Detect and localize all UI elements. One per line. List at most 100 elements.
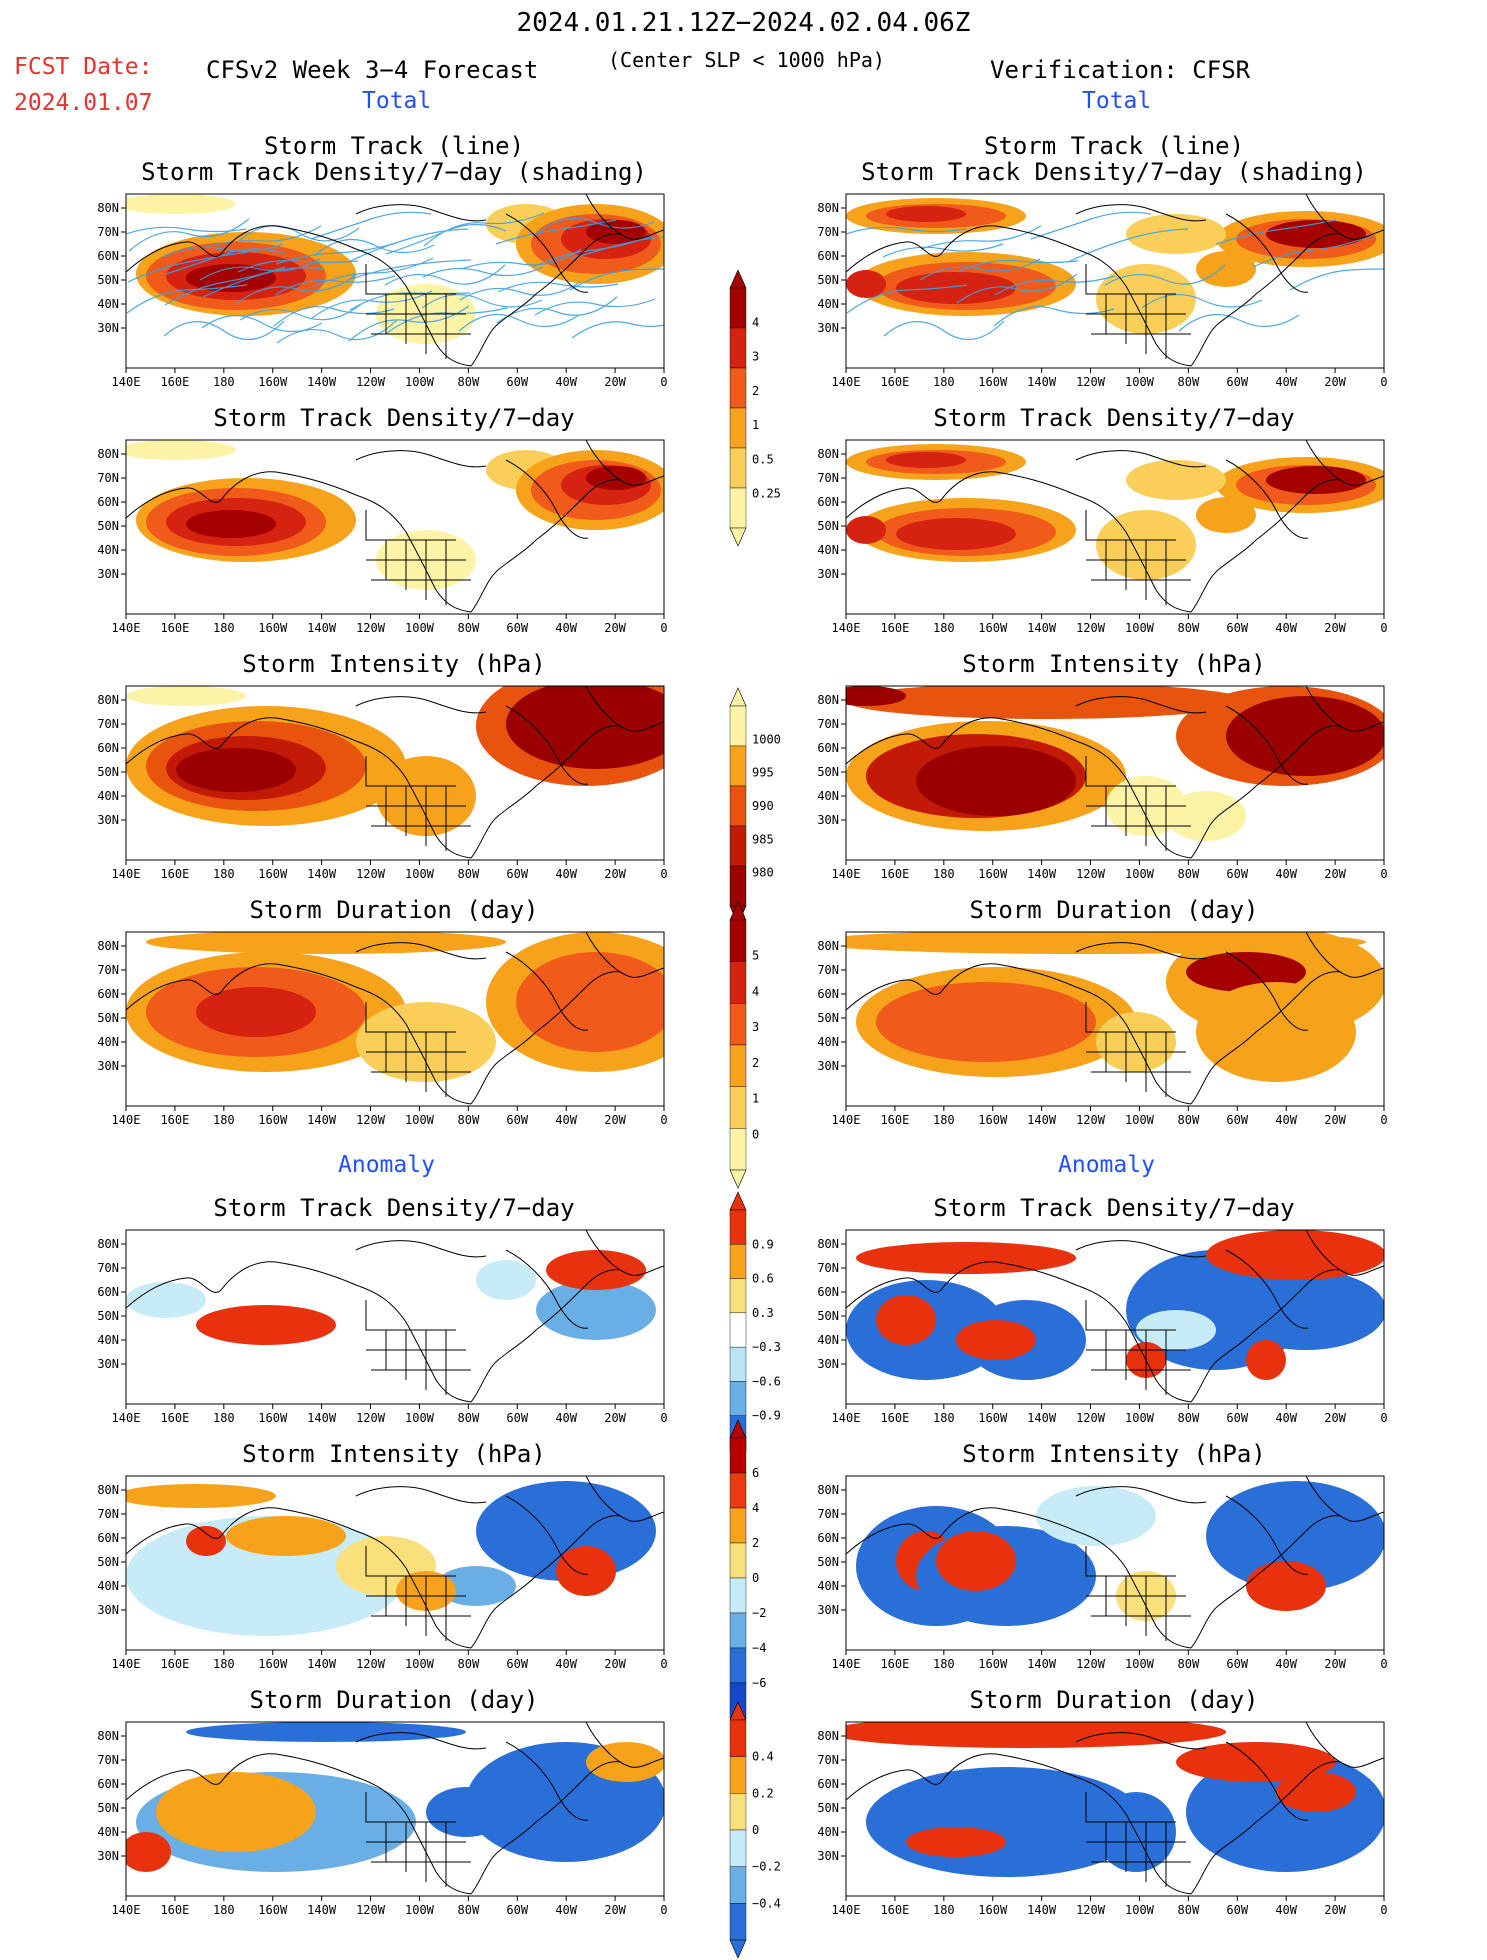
lat-tick-label: 80N: [817, 939, 839, 953]
lat-tick-label: 70N: [97, 963, 119, 977]
lon-tick-label: 100W: [405, 621, 435, 635]
lat-tick-label: 50N: [97, 519, 119, 533]
lon-tick-label: 80W: [1178, 1657, 1200, 1671]
lon-tick-label: 80W: [458, 1903, 480, 1917]
colorbar-swatch: [729, 1612, 747, 1649]
colorbar-swatch: [729, 1647, 747, 1684]
shading-region: [1246, 1561, 1326, 1611]
lon-tick-label: 20W: [604, 1113, 626, 1127]
colorbar-swatch: [729, 1542, 747, 1579]
colorbar-density: 4 3 2 1 0.5 0.25: [729, 269, 781, 547]
map-anomaly-intensity-verification: 80N 70N 60N 50N 40N 30N 140E 160E 180 160W 140W 120…: [817, 1475, 1388, 1671]
lon-tick-label: 160W: [978, 1411, 1008, 1425]
lat-tick-label: 60N: [97, 1531, 119, 1545]
lon-tick-label: 80W: [458, 1657, 480, 1671]
shading-region: [846, 686, 1246, 719]
colorbar-label: 0: [752, 1571, 759, 1585]
colorbar-anom-intensity: 6 4 2 0 −2 −4 −6: [729, 1419, 766, 1737]
shading-region: [846, 1722, 1226, 1748]
lon-tick-label: 180: [213, 621, 235, 635]
shading-region: [886, 206, 966, 222]
panel-title-track-line-right: Storm Track (line): [983, 132, 1245, 160]
lat-tick-label: 30N: [817, 321, 839, 335]
lon-tick-label: 140E: [112, 1113, 141, 1127]
colorbar-swatch: [729, 745, 747, 787]
colorbar-label: 990: [752, 799, 774, 813]
lon-tick-label: 100W: [1125, 375, 1155, 389]
lon-tick-label: 160E: [880, 867, 909, 881]
lon-tick-label: 140E: [832, 867, 861, 881]
coastlines: [126, 194, 664, 367]
colorbar-swatch: [729, 1472, 747, 1509]
lat-tick-label: 70N: [817, 225, 839, 239]
lon-tick-label: 20W: [604, 621, 626, 635]
lon-tick-label: 100W: [405, 1411, 435, 1425]
colorbar-label: −4: [752, 1641, 766, 1655]
colorbar-label: 980: [752, 866, 774, 880]
lat-tick-label: 30N: [817, 567, 839, 581]
lon-tick-label: 160E: [160, 1657, 189, 1671]
lon-tick-label: 180: [933, 867, 955, 881]
lon-tick-label: 120W: [356, 867, 386, 881]
colorbar-swatch: [729, 1128, 747, 1171]
shading-region: [886, 452, 966, 468]
lon-tick-label: 160E: [160, 867, 189, 881]
lat-tick-label: 70N: [817, 717, 839, 731]
lat-tick-label: 50N: [97, 765, 119, 779]
lon-tick-label: 40W: [1275, 621, 1297, 635]
lat-tick-label: 50N: [817, 519, 839, 533]
lon-tick-label: 0: [1380, 867, 1387, 881]
lat-tick-label: 40N: [817, 1579, 839, 1593]
colorbar-swatch: [729, 919, 747, 962]
map-anomaly-density-forecast: 80N 70N 60N 50N 40N 30N 140E 160E 180 160W 140W 120…: [97, 1229, 668, 1425]
fcst-date-value: 2024.01.07: [14, 90, 153, 116]
map-track-line-verification: 80N 70N 60N 50N 40N 30N 140E 160E 180 160W 140W 120…: [817, 193, 1388, 389]
lon-tick-label: 0: [1380, 1113, 1387, 1127]
shading-region: [126, 194, 236, 214]
lon-tick-label: 140W: [307, 867, 337, 881]
lon-tick-label: 180: [213, 867, 235, 881]
lon-tick-label: 140W: [1027, 867, 1057, 881]
lat-tick-label: 40N: [97, 1333, 119, 1347]
lon-tick-label: 80W: [1178, 1903, 1200, 1917]
lat-tick-label: 40N: [97, 543, 119, 557]
shading-region: [186, 510, 276, 538]
lon-tick-label: 80W: [1178, 375, 1200, 389]
lat-tick-label: 80N: [817, 693, 839, 707]
colorbar-swatch: [729, 487, 747, 529]
lon-tick-label: 120W: [356, 1657, 386, 1671]
colorbar-swatch: [729, 1244, 747, 1279]
lon-tick-label: 160W: [258, 1411, 288, 1425]
lon-tick-label: 0: [660, 1113, 667, 1127]
colorbar-label: 0: [752, 1127, 759, 1141]
coastlines: [846, 1476, 1384, 1649]
lon-tick-label: 0: [1380, 1903, 1387, 1917]
colorbar-swatch: [729, 1003, 747, 1046]
colorbar-label: 1: [752, 1092, 759, 1106]
lon-tick-label: 140E: [832, 1657, 861, 1671]
shading-region: [1196, 497, 1256, 533]
lat-tick-label: 30N: [97, 1849, 119, 1863]
lat-tick-label: 50N: [97, 273, 119, 287]
lat-tick-label: 50N: [817, 1011, 839, 1025]
coastlines: [126, 1476, 664, 1649]
lon-tick-label: 120W: [1076, 1903, 1106, 1917]
shading-region: [226, 1516, 346, 1556]
lon-tick-label: 60W: [1226, 1411, 1248, 1425]
lat-tick-label: 30N: [97, 1603, 119, 1617]
lon-tick-label: 140W: [307, 1657, 337, 1671]
lon-tick-label: 120W: [1076, 867, 1106, 881]
lat-tick-label: 50N: [817, 273, 839, 287]
lon-tick-label: 140E: [112, 1657, 141, 1671]
lat-tick-label: 80N: [817, 1729, 839, 1743]
lat-tick-label: 40N: [97, 1825, 119, 1839]
lon-tick-label: 40W: [555, 1657, 577, 1671]
shading-region: [516, 952, 664, 1052]
lon-tick-label: 100W: [405, 375, 435, 389]
colorbar-swatch: [729, 1044, 747, 1087]
colorbar-label: 0: [752, 1823, 759, 1837]
lon-tick-label: 140E: [112, 1903, 141, 1917]
lon-tick-label: 40W: [1275, 1657, 1297, 1671]
lat-tick-label: 70N: [97, 717, 119, 731]
lon-tick-label: 160E: [880, 1903, 909, 1917]
